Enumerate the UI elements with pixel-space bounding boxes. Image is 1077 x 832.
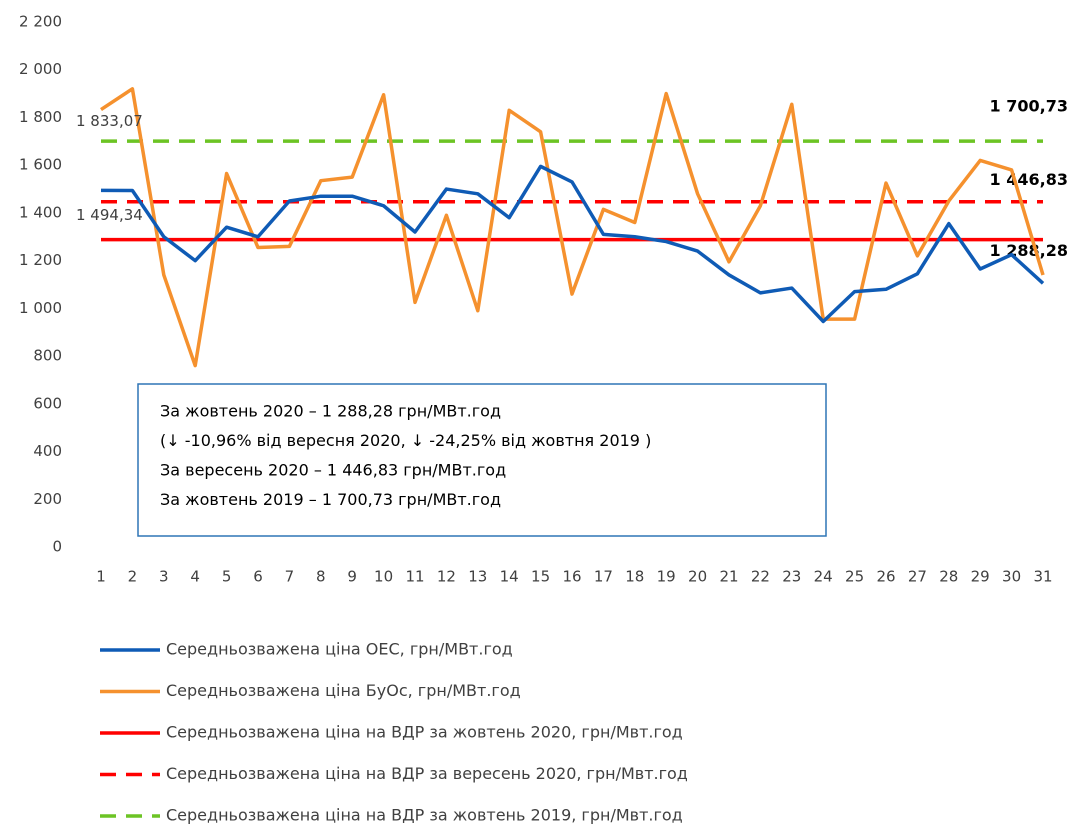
legend-label: Середньозважена ціна на ВДР за жовтень 2… [166, 806, 683, 825]
reference-label: 1 700,73 [990, 97, 1068, 116]
x-tick-label: 25 [845, 568, 864, 586]
y-tick-label: 1 200 [19, 251, 62, 269]
legend-label: Середньозважена ціна БуОс, грн/МВт.год [166, 681, 521, 700]
text-box-line: За вересень 2020 – 1 446,83 грн/МВт.год [160, 461, 506, 480]
text-box-line: (↓ -10,96% від вересня 2020, ↓ -24,25% в… [160, 431, 651, 450]
y-tick-label: 200 [33, 490, 62, 508]
x-tick-label: 30 [1002, 568, 1021, 586]
x-tick-label: 31 [1033, 568, 1052, 586]
legend-label: Середньозважена ціна на ВДР за жовтень 2… [166, 723, 683, 742]
x-tick-label: 19 [657, 568, 676, 586]
x-tick-label: 1 [96, 568, 106, 586]
x-tick-label: 2 [128, 568, 138, 586]
x-tick-label: 16 [562, 568, 581, 586]
x-tick-label: 9 [347, 568, 357, 586]
x-tick-label: 6 [253, 568, 263, 586]
x-tick-label: 17 [594, 568, 613, 586]
x-tick-label: 20 [688, 568, 707, 586]
y-tick-label: 0 [52, 538, 62, 556]
text-box-line: За жовтень 2019 – 1 700,73 грн/МВт.год [160, 490, 501, 509]
x-tick-label: 4 [190, 568, 200, 586]
x-tick-label: 12 [437, 568, 456, 586]
x-tick-label: 23 [782, 568, 801, 586]
y-tick-label: 2 000 [19, 60, 62, 78]
x-tick-label: 13 [468, 568, 487, 586]
text-box-line: За жовтень 2020 – 1 288,28 грн/МВт.год [160, 402, 501, 421]
y-tick-label: 800 [33, 347, 62, 365]
line [100, 164, 1045, 324]
x-tick-label: 24 [814, 568, 833, 586]
y-tick-label: 600 [33, 394, 62, 412]
x-tick-label: 15 [531, 568, 550, 586]
legend-label: Середньозважена ціна на ВДР за вересень … [166, 764, 688, 783]
x-tick-label: 3 [159, 568, 169, 586]
x-tick-label: 27 [908, 568, 927, 586]
x-tick-label: 21 [719, 568, 738, 586]
x-tick-label: 18 [625, 568, 644, 586]
x-tick-label: 8 [316, 568, 326, 586]
x-tick-label: 22 [751, 568, 770, 586]
y-tick-label: 1 400 [19, 203, 62, 221]
text-box [137, 383, 827, 537]
y-tick-label: 2 200 [19, 13, 62, 31]
x-tick-label: 11 [405, 568, 424, 586]
y-tick-label: 1 000 [19, 299, 62, 317]
y-tick-label: 1 600 [19, 156, 62, 174]
x-tick-label: 7 [285, 568, 295, 586]
reference-label: 1 288,28 [990, 241, 1068, 260]
x-tick-label: 29 [971, 568, 990, 586]
x-tick-label: 26 [876, 568, 895, 586]
x-tick-label: 5 [222, 568, 232, 586]
legend-label: Середньозважена ціна ОЕС, грн/МВт.год [166, 640, 513, 659]
x-tick-label: 10 [374, 568, 393, 586]
data-label: 1 494,34 [76, 206, 143, 224]
line [100, 87, 1045, 368]
reference-label: 1 446,83 [990, 170, 1068, 189]
y-tick-label: 400 [33, 442, 62, 460]
x-tick-label: 28 [939, 568, 958, 586]
x-tick-label: 14 [500, 568, 519, 586]
y-tick-label: 1 800 [19, 108, 62, 126]
data-label: 1 833,07 [76, 112, 143, 130]
